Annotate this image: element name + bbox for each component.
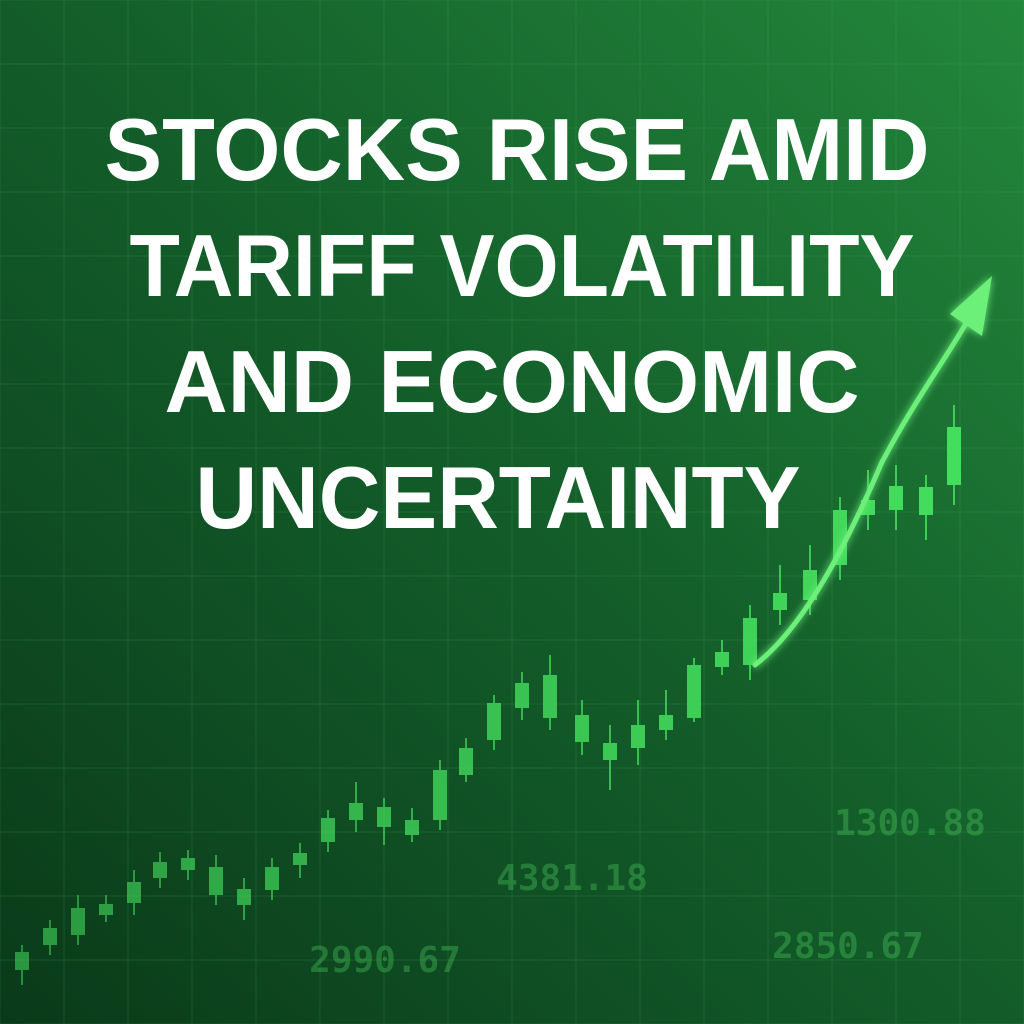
candle-body (265, 867, 279, 890)
candle-body (377, 807, 391, 827)
candle-body (181, 858, 195, 870)
trend-arrow (752, 276, 992, 668)
candle (743, 605, 757, 680)
arrow-head (950, 276, 992, 336)
candle (889, 465, 903, 530)
candle (209, 855, 223, 905)
candle-body (543, 675, 557, 718)
figure: 1300.88 (834, 803, 986, 844)
headline-line: TARIFF VOLATILITY (130, 216, 915, 315)
headline: STOCKS RISE AMID TARIFF VOLATILITY AND E… (105, 100, 930, 547)
candle (715, 640, 729, 675)
figure: 2990.67 (309, 940, 461, 981)
candle (947, 405, 961, 505)
candle-body (833, 510, 847, 565)
candle (515, 672, 529, 720)
candle (265, 858, 279, 900)
candle-body (99, 904, 113, 915)
candle (127, 870, 141, 915)
candle-body (405, 820, 419, 835)
candle (405, 808, 419, 842)
figure: 2850.67 (772, 926, 924, 967)
candle (293, 843, 307, 878)
candle-body (15, 952, 29, 970)
candle-body (433, 770, 447, 820)
candle-body (715, 652, 729, 667)
candle-body (153, 862, 167, 878)
candle-body (659, 715, 673, 730)
candle (773, 565, 787, 625)
candle-body (71, 908, 85, 935)
candle (71, 895, 85, 945)
candle (377, 798, 391, 845)
candle-body (575, 715, 589, 742)
candle-body (947, 427, 961, 485)
headline-line: UNCERTAINTY (196, 448, 801, 547)
candle-body (321, 818, 335, 842)
headline-line: STOCKS RISE AMID (105, 100, 930, 199)
candle (487, 695, 501, 750)
candle-body (603, 743, 617, 760)
candle (349, 782, 363, 832)
candle-body (209, 867, 223, 895)
candle-body (293, 853, 307, 865)
candle-body (919, 487, 933, 515)
figure: 4381.18 (496, 858, 648, 899)
candle (153, 852, 167, 888)
candle (99, 895, 113, 922)
candle (543, 655, 557, 730)
candle (321, 810, 335, 852)
candle-body (687, 665, 701, 718)
candle-body (773, 593, 787, 610)
candle-body (631, 725, 645, 748)
candle (43, 920, 57, 955)
candle-body (127, 882, 141, 903)
background-figures: 1300.88 4381.18 2990.67 2850.67 (309, 803, 986, 981)
candle (603, 725, 617, 790)
candle-body (889, 486, 903, 510)
candle (237, 878, 251, 920)
candle (575, 700, 589, 755)
candle (919, 475, 933, 540)
candle (433, 760, 447, 830)
arrow-line (752, 317, 971, 668)
candle-body (43, 928, 57, 945)
headline-line: AND ECONOMIC (165, 332, 860, 431)
candle-body (459, 748, 473, 775)
candle (15, 945, 29, 985)
candle-body (237, 889, 251, 905)
candle (659, 690, 673, 740)
candle (833, 497, 847, 580)
candle-body (487, 703, 501, 740)
candle-body (515, 683, 529, 708)
candle (631, 700, 645, 765)
candle-body (743, 618, 757, 665)
candle-body (349, 803, 363, 820)
candle (459, 738, 473, 782)
candle (687, 658, 701, 722)
candle (181, 850, 195, 880)
